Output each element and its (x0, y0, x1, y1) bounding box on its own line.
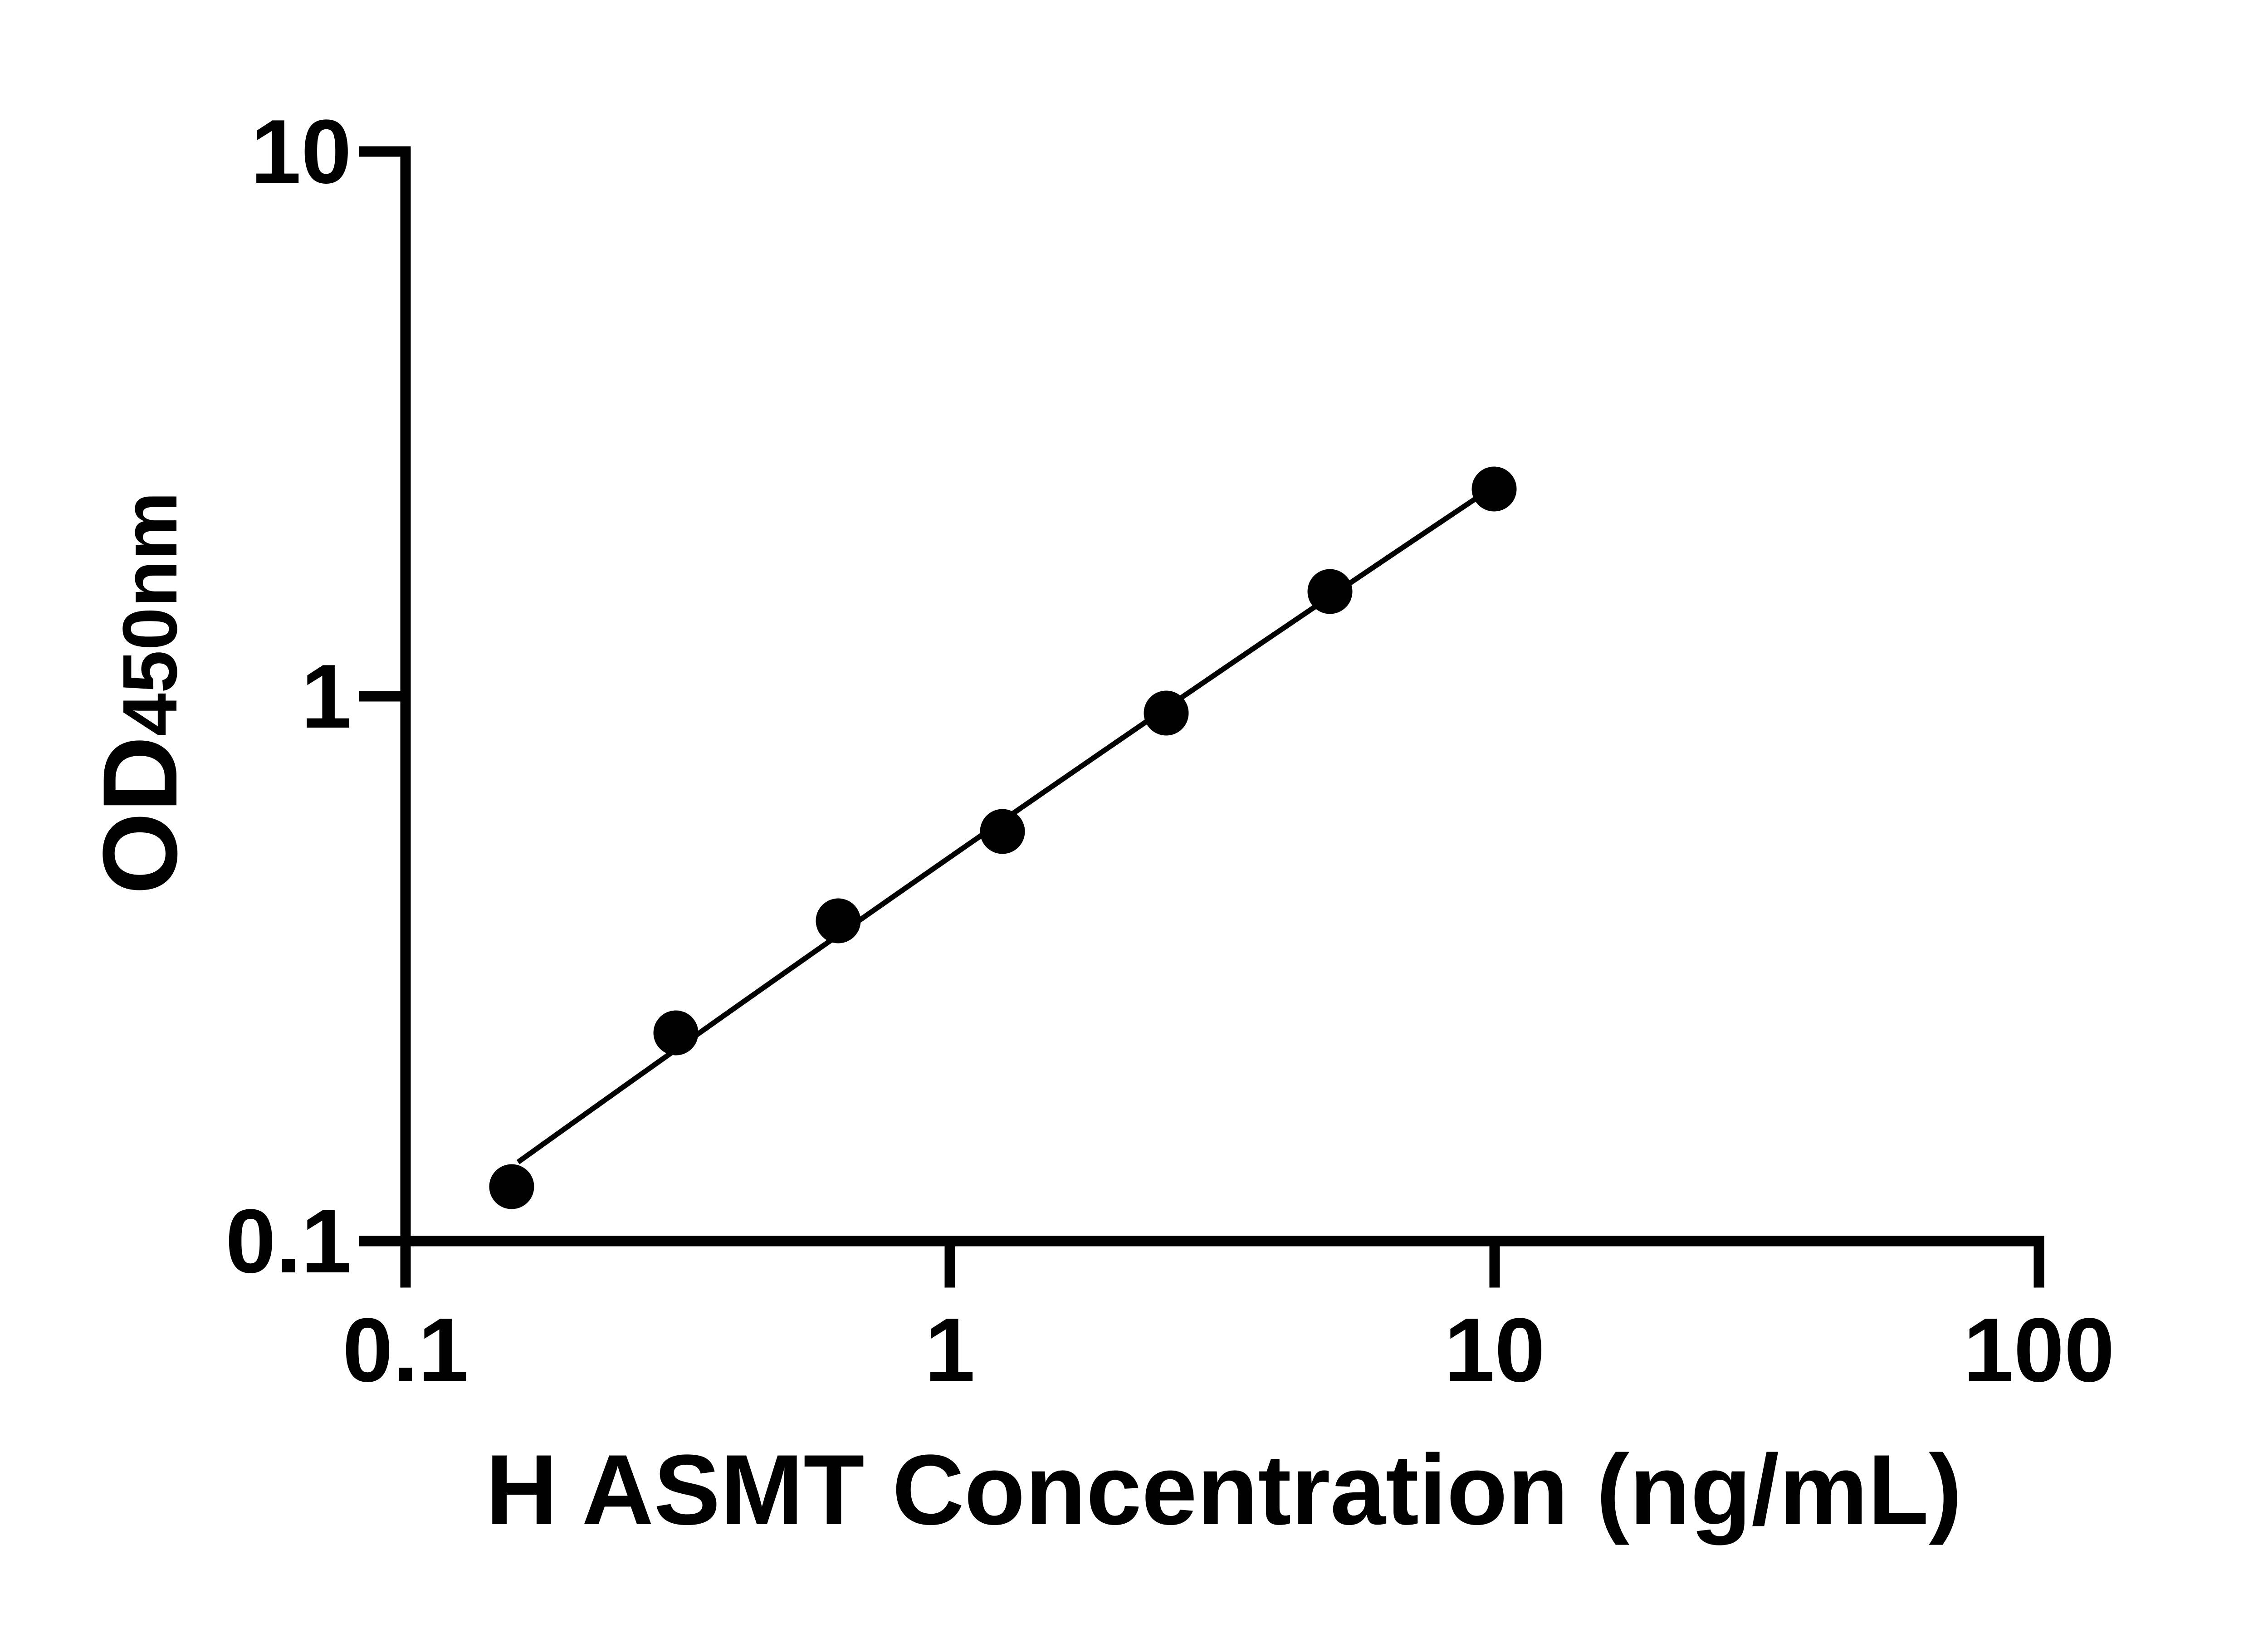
svg-text:0.1: 0.1 (342, 1300, 469, 1401)
svg-text:0.1: 0.1 (225, 1191, 352, 1292)
svg-text:1: 1 (924, 1300, 975, 1401)
svg-text:100: 100 (1963, 1300, 2115, 1401)
svg-text:10: 10 (251, 101, 352, 202)
svg-text:1: 1 (301, 646, 352, 747)
svg-text:10: 10 (1444, 1300, 1545, 1401)
svg-text:H ASMT Concentration (ng/mL): H ASMT Concentration (ng/mL) (486, 1434, 1962, 1545)
svg-text:OD450nm: OD450nm (81, 492, 199, 895)
